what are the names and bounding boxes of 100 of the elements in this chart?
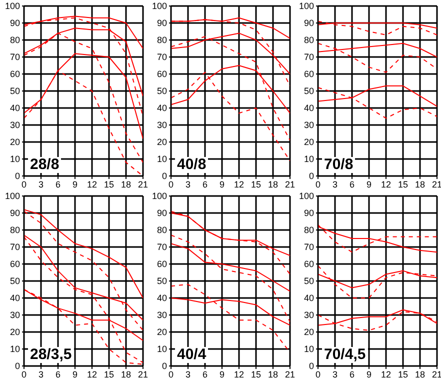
x-tick-label: 6 — [202, 369, 208, 380]
x-tick-label: 15 — [104, 369, 114, 380]
x-tick-label: 15 — [104, 179, 114, 190]
text: 28/3,5 — [28, 346, 74, 363]
y-tick-label: 80 — [156, 35, 167, 46]
x-tick-label: 18 — [268, 369, 278, 380]
y-tick-label: 80 — [304, 35, 314, 46]
y-tick-label: 30 — [10, 120, 20, 130]
line-series — [318, 20, 437, 36]
y-tick-label: 90 — [10, 208, 20, 218]
y-tick-label: 70 — [304, 242, 314, 252]
x-tick-label: 3 — [185, 179, 191, 190]
x-tick-label: 3 — [38, 369, 44, 380]
y-tick-label: 80 — [10, 35, 20, 46]
x-tick-label: 0 — [21, 179, 27, 190]
x-tick-label: 18 — [414, 179, 426, 190]
y-tick-label: 0 — [14, 361, 20, 372]
y-tick-label: 30 — [156, 120, 167, 130]
x-tick-label: 0 — [21, 369, 27, 380]
line-series — [171, 234, 290, 322]
x-tick-label: 15 — [250, 369, 262, 380]
y-tick-label: 0 — [162, 361, 167, 372]
y-tick-label: 90 — [304, 18, 314, 28]
y-tick-label: 50 — [10, 276, 20, 286]
y-tick-label: 10 — [156, 154, 167, 164]
y-tick-label: 60 — [156, 69, 167, 80]
y-tick-label: 60 — [304, 259, 314, 270]
y-tick-label: 30 — [304, 120, 314, 130]
x-tick-label: 12 — [86, 369, 98, 380]
y-tick-label: 70 — [304, 52, 314, 62]
y-tick-label: 30 — [156, 310, 167, 320]
x-tick-label: 21 — [284, 369, 296, 380]
y-tick-label: 10 — [10, 154, 20, 164]
y-tick-label: 40 — [10, 293, 20, 304]
x-tick-label: 9 — [366, 179, 372, 190]
y-tick-label: 40 — [304, 293, 314, 304]
x-tick-label: 15 — [250, 179, 262, 190]
y-tick-label: 20 — [10, 137, 20, 148]
y-tick-label: 100 — [4, 1, 20, 12]
y-tick-label: 10 — [10, 344, 20, 354]
x-tick-label: 6 — [55, 369, 61, 380]
x-tick-label: 6 — [55, 179, 61, 190]
y-tick-label: 100 — [152, 1, 167, 12]
y-tick-label: 70 — [156, 242, 167, 252]
text: 28/8 — [28, 156, 62, 173]
y-tick-label: 70 — [10, 242, 20, 252]
x-tick-label: 6 — [202, 179, 208, 190]
x-tick-label: 9 — [219, 179, 225, 190]
x-tick-label: 0 — [315, 179, 321, 190]
x-tick-label: 6 — [349, 369, 355, 380]
text: 70/4,5 — [322, 346, 368, 363]
y-tick-label: 40 — [156, 103, 167, 114]
x-tick-label: 12 — [86, 179, 98, 190]
y-tick-label: 50 — [156, 86, 167, 96]
y-tick-label: 0 — [162, 171, 167, 182]
x-tick-label: 21 — [138, 179, 148, 190]
x-tick-label: 3 — [185, 369, 191, 380]
y-tick-label: 80 — [304, 225, 314, 236]
y-tick-label: 30 — [304, 310, 314, 320]
x-tick-label: 18 — [120, 179, 132, 190]
y-tick-label: 80 — [10, 225, 20, 236]
y-tick-label: 20 — [156, 327, 167, 338]
x-tick-label: 18 — [120, 369, 132, 380]
y-tick-label: 20 — [156, 137, 167, 148]
x-tick-label: 21 — [138, 369, 148, 380]
y-tick-label: 40 — [304, 103, 314, 114]
y-tick-label: 50 — [10, 86, 20, 96]
x-tick-label: 9 — [72, 369, 78, 380]
x-tick-label: 9 — [219, 369, 225, 380]
y-tick-label: 60 — [10, 69, 20, 80]
x-tick-label: 18 — [414, 369, 426, 380]
y-tick-label: 90 — [304, 208, 314, 218]
x-tick-label: 12 — [234, 369, 244, 380]
y-tick-label: 50 — [304, 276, 314, 286]
y-tick-label: 40 — [156, 293, 167, 304]
y-tick-label: 70 — [156, 52, 167, 62]
x-tick-label: 15 — [398, 369, 408, 380]
y-tick-label: 10 — [156, 344, 167, 354]
text: 70/8 — [322, 156, 356, 173]
y-tick-label: 20 — [304, 327, 314, 338]
y-tick-label: 100 — [298, 191, 314, 202]
x-tick-label: 15 — [398, 179, 408, 190]
y-tick-label: 100 — [152, 191, 167, 202]
y-tick-label: 20 — [10, 327, 20, 338]
x-tick-label: 21 — [284, 179, 296, 190]
y-tick-label: 90 — [156, 208, 167, 218]
x-tick-label: 9 — [72, 179, 78, 190]
x-tick-label: 3 — [38, 179, 44, 190]
y-tick-label: 10 — [304, 344, 314, 354]
y-tick-label: 0 — [14, 171, 20, 182]
x-tick-label: 0 — [168, 369, 174, 380]
y-tick-label: 100 — [298, 1, 314, 12]
y-tick-label: 60 — [10, 259, 20, 270]
y-tick-label: 0 — [308, 361, 314, 372]
y-tick-label: 50 — [156, 276, 167, 286]
y-tick-label: 60 — [304, 69, 314, 80]
text: 40/8 — [175, 156, 208, 173]
x-tick-label: 0 — [315, 369, 321, 380]
y-tick-label: 70 — [10, 52, 20, 62]
y-tick-label: 40 — [10, 103, 20, 114]
